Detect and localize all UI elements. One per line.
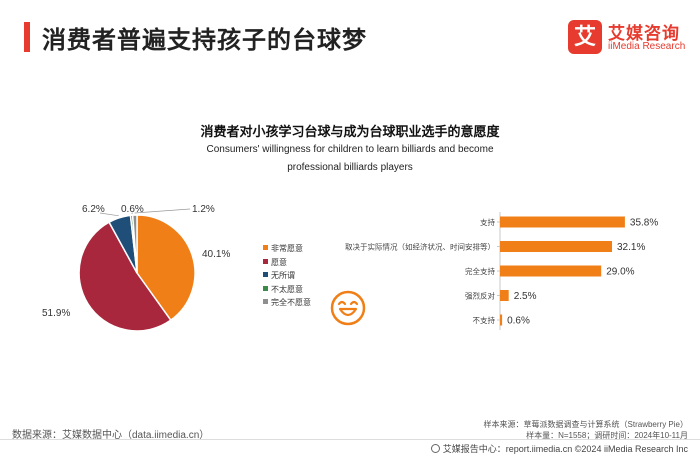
- report-center-icon: [430, 444, 440, 453]
- logo-en: iiMedia Research: [608, 41, 686, 52]
- logo-mark: 艾: [568, 20, 602, 54]
- page-title: 消费者普遍支持孩子的台球梦: [42, 27, 367, 54]
- bar: [500, 241, 612, 252]
- bar: [500, 290, 509, 301]
- pie-leader-line: [99, 212, 119, 217]
- pie-slice: [131, 214, 138, 274]
- legend-swatch: [263, 285, 268, 291]
- chart-title: 消费者对小孩学习台球与成为台球职业选手的意愿度: [200, 124, 500, 139]
- bar-category-label: 支持: [480, 217, 495, 227]
- bar: [500, 265, 602, 277]
- pie-value-label: 51.9%: [42, 308, 70, 319]
- legend-swatch: [263, 245, 268, 250]
- chart-subtitle: Consumers' willingness for children to l…: [206, 144, 494, 173]
- bar-value-label: 29.0%: [606, 267, 634, 278]
- pie-value-label: 0.6%: [121, 204, 144, 215]
- bar-category-label: 不支持: [473, 315, 496, 325]
- bar-category-label: 强烈反对: [465, 291, 495, 301]
- pie-value-label: 1.2%: [192, 204, 215, 215]
- smiley-face-icon: [330, 290, 366, 326]
- bar-value-label: 2.5%: [514, 291, 537, 302]
- logo-cn: 艾媒咨询: [608, 24, 680, 43]
- iimedia-logo: 艾 艾媒咨询 iiMedia Research: [568, 18, 686, 58]
- legend-swatch: [263, 258, 268, 264]
- pie-value-label: 6.2%: [82, 204, 105, 215]
- pie-value-label: 40.1%: [202, 249, 230, 260]
- legend-label: 完全不愿意: [271, 298, 311, 307]
- legend-label: 非常愿意: [271, 244, 303, 253]
- legend-swatch: [263, 299, 268, 304]
- pie-slice: [136, 214, 196, 322]
- legend-label: 不太愿意: [271, 284, 303, 294]
- legend-label: 愿意: [271, 257, 287, 267]
- bar: [500, 314, 503, 326]
- bar-value-label: 32.1%: [617, 242, 645, 253]
- data-source: 数据来源：艾媒数据中心（data.iimedia.cn）: [12, 430, 210, 441]
- title-accent-bar: [24, 22, 30, 52]
- bar-category-label: 完全支持: [465, 266, 495, 276]
- footer-divider: [0, 439, 700, 440]
- pie-slice: [78, 221, 172, 332]
- bar-value-label: 0.6%: [507, 316, 530, 327]
- bar: [500, 216, 625, 228]
- sample-size: 样本量：N=1558；调研时间：2024年10-11月: [526, 431, 688, 440]
- pie-leader-line: [134, 208, 191, 214]
- legend-swatch: [263, 272, 268, 277]
- footer: 艾媒报告中心：report.iimedia.cn ©2024 iiMedia R…: [430, 442, 688, 455]
- legend-label: 无所谓: [271, 271, 295, 280]
- footer-text: 艾媒报告中心：report.iimedia.cn ©2024 iiMedia R…: [442, 444, 688, 454]
- bar-category-label: 取决于实际情况（如经济状况、时间安排等）: [345, 242, 495, 252]
- bar-value-label: 35.8%: [630, 218, 658, 229]
- sample-source: 样本来源：草莓派数据调查与计算系统（Strawberry Pie）: [483, 420, 688, 429]
